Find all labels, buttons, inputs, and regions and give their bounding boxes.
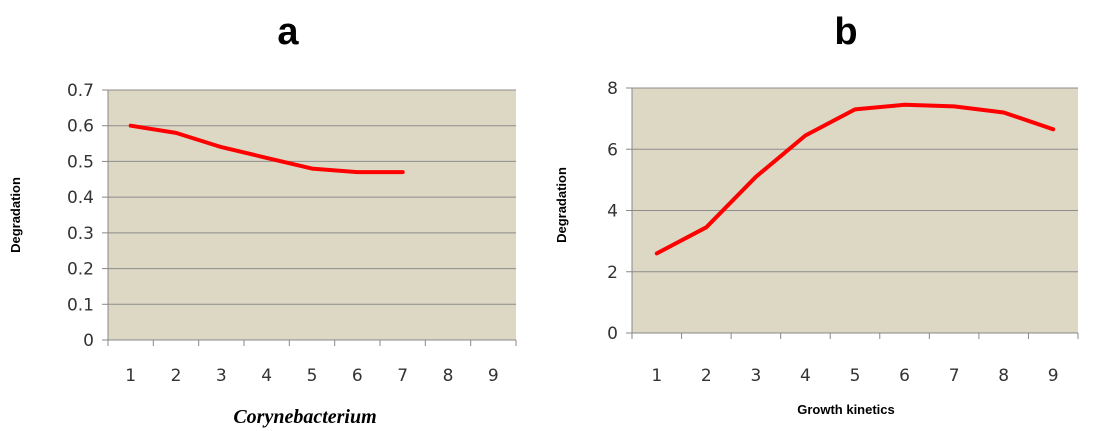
x-tick-label: 8 [443,366,454,386]
x-tick-label: 7 [397,366,408,386]
x-tick-label: 9 [488,366,499,386]
chart-b-y-ticks: 0 2 4 6 8 [607,79,618,344]
x-tick-label: 3 [216,366,227,386]
x-tick-label: 2 [701,366,712,386]
x-tick-label: 9 [1048,366,1059,386]
y-tick-label: 0.4 [67,188,94,208]
y-tick-label: 2 [607,263,618,283]
chart-a-y-axis-label: Degradation [8,177,23,253]
x-tick-label: 5 [850,366,861,386]
chart-a-y-ticks: 0 0.1 0.2 0.3 0.4 0.5 0.6 0.7 [67,81,94,351]
chart-a-x-ticks: 1 2 3 4 5 6 7 8 9 [125,366,498,386]
chart-a-series-line [128,123,405,175]
y-tick-label: 0.3 [67,224,94,244]
chart-a-x-axis-label: Corynebacterium [233,406,376,428]
chart-b-gridlines [626,87,1079,339]
chart-a: a 0 0.1 0.2 0.3 0.4 0.5 0.6 0.7 1 2 3 4 5 6 7 8 9 Degra… [8,11,517,428]
y-tick-label: 0 [607,324,618,344]
y-tick-label: 0.2 [67,260,94,280]
y-tick-label: 8 [607,79,618,99]
y-tick-label: 6 [607,140,618,160]
x-tick-label: 8 [998,366,1009,386]
x-tick-label: 6 [352,366,363,386]
x-tick-label: 1 [651,366,662,386]
chart-a-plot-area [108,90,516,340]
x-tick-label: 3 [750,366,761,386]
y-tick-label: 0.5 [67,152,94,172]
y-tick-label: 0.1 [67,295,94,315]
x-tick-label: 5 [307,366,318,386]
x-tick-label: 7 [949,366,960,386]
chart-a-gridlines [102,89,517,346]
chart-b-title: b [834,11,857,53]
y-tick-label: 0.7 [67,81,94,101]
chart-b-y-axis-label: Degradation [554,167,569,243]
x-tick-label: 4 [261,366,272,386]
x-tick-label: 6 [899,366,910,386]
y-tick-label: 0 [83,331,94,351]
chart-a-title: a [277,11,299,53]
chart-b-series-line [654,102,1056,256]
chart-b-x-axis-label: Growth kinetics [797,402,895,417]
y-tick-label: 4 [607,202,618,222]
x-tick-label: 2 [171,366,182,386]
chart-b-x-ticks: 1 2 3 4 5 6 7 8 9 [651,366,1058,386]
x-tick-label: 4 [800,366,811,386]
y-tick-label: 0.6 [67,117,94,137]
chart-b: b 0 2 4 6 8 1 2 3 4 5 6 7 8 9 Degradation Growth kin… [554,11,1079,417]
x-tick-label: 1 [125,366,136,386]
